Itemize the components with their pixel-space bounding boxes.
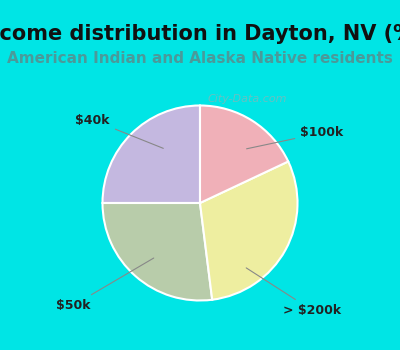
Wedge shape bbox=[102, 105, 200, 203]
Wedge shape bbox=[200, 161, 298, 300]
Text: $100k: $100k bbox=[246, 126, 344, 149]
Text: City-Data.com: City-Data.com bbox=[207, 94, 286, 104]
Wedge shape bbox=[102, 203, 212, 301]
Wedge shape bbox=[200, 105, 288, 203]
Text: American Indian and Alaska Native residents: American Indian and Alaska Native reside… bbox=[7, 51, 393, 66]
Text: > $200k: > $200k bbox=[246, 268, 341, 317]
Text: Income distribution in Dayton, NV (%): Income distribution in Dayton, NV (%) bbox=[0, 25, 400, 44]
Text: $50k: $50k bbox=[56, 258, 154, 312]
Text: $40k: $40k bbox=[76, 114, 163, 148]
